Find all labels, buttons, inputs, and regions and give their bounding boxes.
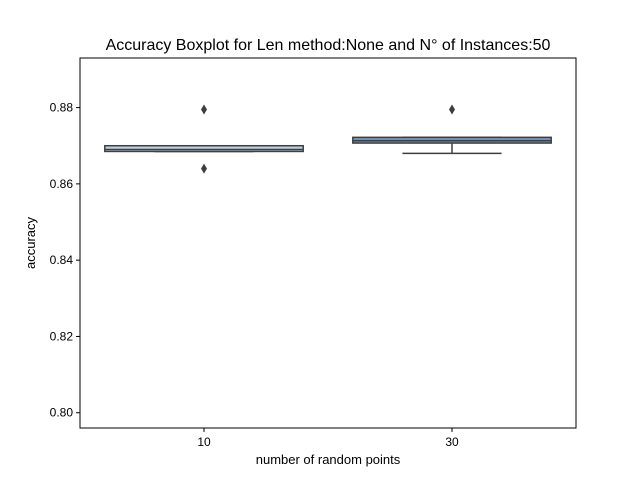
x-axis-label: number of random points bbox=[256, 452, 401, 467]
y-axis-label: accuracy bbox=[23, 216, 38, 269]
y-tick-label: 0.86 bbox=[50, 177, 74, 191]
x-tick-label: 30 bbox=[445, 435, 459, 449]
y-tick-label: 0.80 bbox=[50, 406, 74, 420]
box bbox=[104, 144, 304, 153]
y-tick-label: 0.84 bbox=[50, 253, 74, 267]
y-tick-label: 0.88 bbox=[50, 101, 74, 115]
outlier-point bbox=[201, 104, 207, 115]
x-tick-label: 10 bbox=[197, 435, 211, 449]
chart-title: Accuracy Boxplot for Len method:None and… bbox=[106, 37, 551, 54]
outlier-point bbox=[201, 163, 207, 174]
plot-frame bbox=[79, 57, 577, 429]
y-tick-label: 0.82 bbox=[50, 329, 74, 343]
outlier-point bbox=[449, 104, 455, 115]
